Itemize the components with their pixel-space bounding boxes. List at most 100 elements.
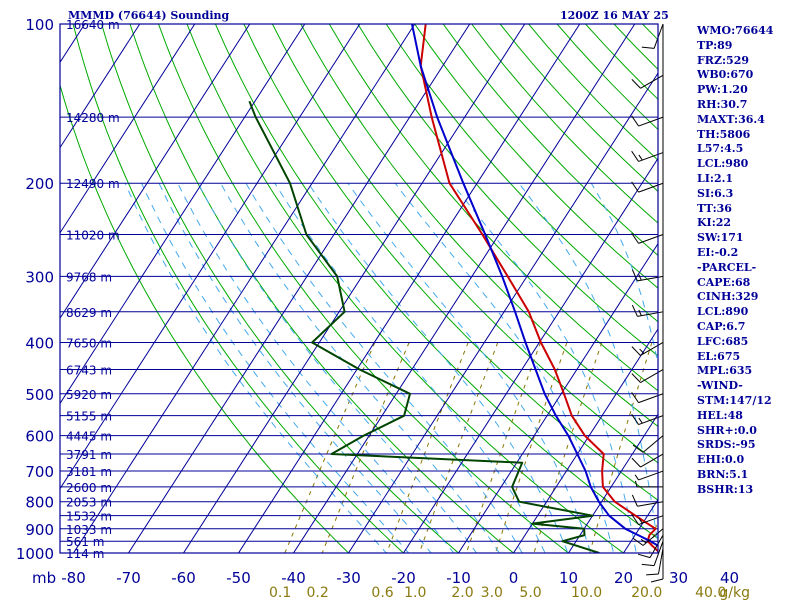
dry-adiabat-line — [357, 24, 658, 357]
isotherm-line — [182, 24, 526, 553]
index-item: HEL:48 — [697, 408, 743, 422]
moist-adiabat-line — [197, 182, 478, 553]
mixing-ratio-line — [418, 342, 499, 553]
moist-adiabats — [124, 182, 658, 553]
pressure-tick-label: 400 — [25, 334, 54, 352]
wind-barb — [631, 269, 664, 282]
index-item: SRDS:-95 — [697, 438, 756, 452]
index-item: CAP:6.7 — [697, 319, 746, 333]
dewpoint-profile — [248, 100, 600, 553]
index-item: LCL:980 — [697, 157, 749, 171]
wind-barbs — [631, 23, 664, 583]
pressure-tick-label: 600 — [25, 428, 54, 446]
index-item: TT:36 — [697, 201, 732, 215]
height-label: 5155 m — [66, 410, 112, 424]
mixing-ratio-label: 20.0 — [631, 585, 662, 600]
isotherm-line — [60, 24, 141, 149]
mixing-ratio-label: g/kg — [719, 585, 750, 600]
sounding-datetime: 1200Z 16 MAY 25 — [560, 9, 669, 22]
isotherm-line — [402, 157, 658, 553]
dry-adiabat-line — [414, 24, 658, 289]
dry-adiabats — [60, 24, 658, 553]
isotherm-line — [127, 24, 471, 553]
pressure-tick-label: 300 — [25, 268, 54, 286]
temperature-tick-label: 10 — [559, 569, 578, 587]
index-item: RH:30.7 — [697, 97, 748, 111]
height-label: 6743 m — [66, 364, 112, 378]
mixing-ratio-label: 40.0 — [695, 585, 726, 600]
moist-adiabat-line — [394, 182, 615, 553]
index-item: LI:2.1 — [697, 171, 734, 185]
index-item: WMO:76644 — [697, 24, 774, 37]
moist-adiabat-line — [245, 182, 523, 553]
height-label: 561 m — [66, 535, 104, 549]
temperature-tick-label: 20 — [614, 569, 633, 587]
temperature-tick-label: -10 — [446, 569, 471, 587]
dry-adiabat-line — [158, 24, 570, 553]
moist-adiabat-line — [307, 182, 569, 553]
pressure-tick-label: 500 — [25, 386, 54, 404]
dry-adiabat-line — [60, 83, 350, 553]
wind-barb — [631, 150, 664, 162]
sounding-title: MMMD (76644) Sounding — [68, 9, 230, 22]
moist-adiabat-line — [158, 182, 432, 553]
wind-barb — [631, 369, 664, 383]
index-item: BSHR:13 — [697, 482, 754, 496]
wind-barb — [631, 392, 664, 404]
mixing-ratio-label: 5.0 — [519, 585, 541, 600]
height-label: 9768 m — [66, 270, 112, 284]
isotherm-line — [512, 328, 658, 553]
temperature-tick-label: -60 — [171, 569, 196, 587]
height-label: 3181 m — [66, 465, 112, 479]
index-item: MPL:635 — [697, 364, 753, 378]
index-item: LFC:685 — [697, 334, 749, 348]
dry-adiabat-line — [72, 24, 405, 553]
height-label: 8629 m — [66, 306, 112, 320]
index-item: TP:89 — [697, 38, 733, 52]
height-label: 3791 m — [66, 448, 112, 462]
dry-adiabat-line — [129, 24, 515, 553]
index-item: EL:675 — [697, 349, 741, 363]
height-label: 7650 m — [66, 336, 112, 350]
isotherm-line — [72, 24, 416, 553]
temperature-tick-label: 0 — [509, 569, 519, 587]
temperature-tick-label: -50 — [226, 569, 251, 587]
wind-barb — [631, 115, 664, 127]
index-item: CAPE:68 — [697, 275, 751, 289]
dry-adiabat-line — [214, 24, 658, 540]
moist-adiabat-line — [274, 182, 546, 553]
dry-adiabat-line — [328, 24, 658, 392]
height-label: 14280 m — [66, 111, 120, 125]
moist-adiabat-line — [220, 182, 500, 553]
height-label: 5920 m — [66, 388, 112, 402]
indices-panel: WMO:76644 TP:89 FRZ:529 WB0:670 PW:1.20 RH:30… — [697, 24, 800, 498]
mixing-ratio-line — [465, 342, 541, 553]
height-label: 1532 m — [66, 510, 112, 524]
mixing-ratio-line — [321, 342, 410, 553]
mixing-ratio-line — [284, 342, 376, 553]
wind-barb — [631, 304, 664, 317]
wind-barb — [632, 435, 664, 453]
wind-barb — [631, 453, 664, 468]
moist-adiabat-line — [451, 182, 637, 553]
height-label: 1033 m — [66, 523, 112, 537]
wind-barb — [631, 181, 664, 193]
wind-barb — [637, 534, 664, 559]
moist-adiabat-line — [177, 182, 455, 553]
moist-adiabat-line — [141, 182, 410, 553]
pressure-tick-label: 200 — [25, 175, 54, 193]
index-item: PW:1.20 — [697, 83, 748, 97]
mixing-ratio-label: 1.0 — [404, 585, 426, 600]
isotherm-line — [457, 242, 658, 553]
isotherm-line — [60, 24, 306, 405]
dry-adiabat-line — [271, 24, 658, 464]
wind-barb — [641, 23, 664, 49]
plot-frame — [59, 23, 659, 554]
height-label: 12490 m — [66, 177, 120, 191]
grid — [60, 24, 658, 553]
index-item: -WIND- — [697, 379, 743, 393]
index-item: SHR+:0.0 — [697, 423, 757, 437]
height-label: 114 m — [66, 547, 104, 561]
pressure-tick-label: 700 — [25, 463, 54, 481]
pressure-tick-label: 900 — [25, 521, 54, 539]
